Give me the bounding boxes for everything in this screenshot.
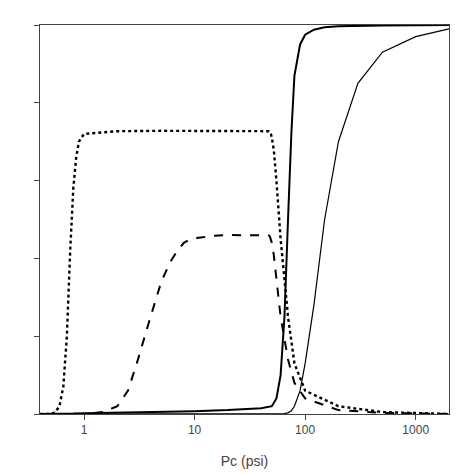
svg-text:100: 100 [295,423,315,437]
svg-text:1000: 1000 [402,423,429,437]
svg-text:1: 1 [81,423,88,437]
svg-text:Pc (psi): Pc (psi) [221,453,268,469]
svg-text:10: 10 [188,423,202,437]
